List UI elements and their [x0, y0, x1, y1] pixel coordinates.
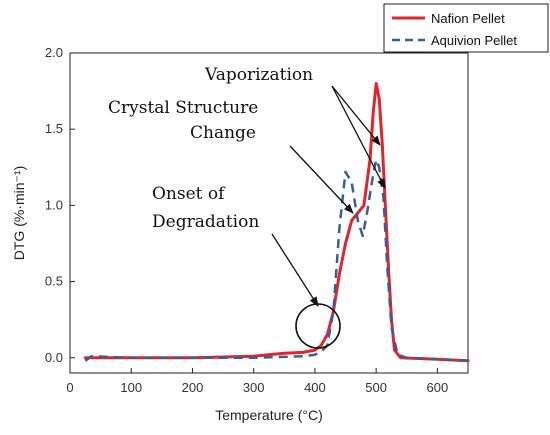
y-axis-label: DTG (%·min⁻¹)	[11, 166, 27, 261]
x-tick-label: 100	[120, 380, 142, 395]
plot-frame	[69, 52, 469, 374]
series-line-nafion	[83, 82, 470, 363]
y-tick-label: 0.5	[45, 274, 63, 289]
legend-label-aquivion: Aquivion Pellet	[431, 33, 517, 48]
y-tick-label: 1.0	[45, 197, 63, 212]
legend-label-nafion: Nafion Pellet	[431, 11, 505, 26]
x-tick-label: 600	[427, 380, 449, 395]
annotation-crystal-line1: Crystal Structure	[108, 98, 258, 118]
arrow-vaporization-1	[331, 85, 381, 146]
x-axis-label: Temperature (°C)	[215, 407, 323, 423]
series-line-aquivion	[84, 158, 469, 363]
annotation-onset-line2: Degradation	[152, 212, 259, 232]
arrow-crystal-change	[289, 145, 354, 214]
y-tick-label: 0.0	[45, 350, 63, 365]
y-tick-label: 2.0	[45, 45, 63, 60]
arrow-onset	[271, 233, 319, 307]
series-layer	[83, 82, 470, 363]
legend: Nafion Pellet Aquivion Pellet	[383, 3, 549, 53]
arrow-vaporization-2	[331, 85, 386, 189]
onset-highlight-circle	[295, 303, 341, 349]
y-axis-ticks: 0.0 0.5 1.0 1.5 2.0	[45, 45, 75, 365]
annotation-onset-line1: Onset of	[152, 184, 226, 204]
legend-box	[383, 3, 549, 53]
y-tick-label: 1.5	[45, 121, 63, 136]
annotation-vaporization: Vaporization	[204, 65, 313, 85]
x-tick-label: 400	[304, 380, 326, 395]
x-tick-label: 300	[243, 380, 265, 395]
x-tick-label: 500	[365, 380, 387, 395]
x-tick-label: 0	[66, 380, 73, 395]
annotation-crystal-line2: Change	[190, 123, 256, 143]
x-tick-label: 200	[182, 380, 204, 395]
x-axis-ticks: 0 100 200 300 400 500 600	[66, 368, 448, 395]
